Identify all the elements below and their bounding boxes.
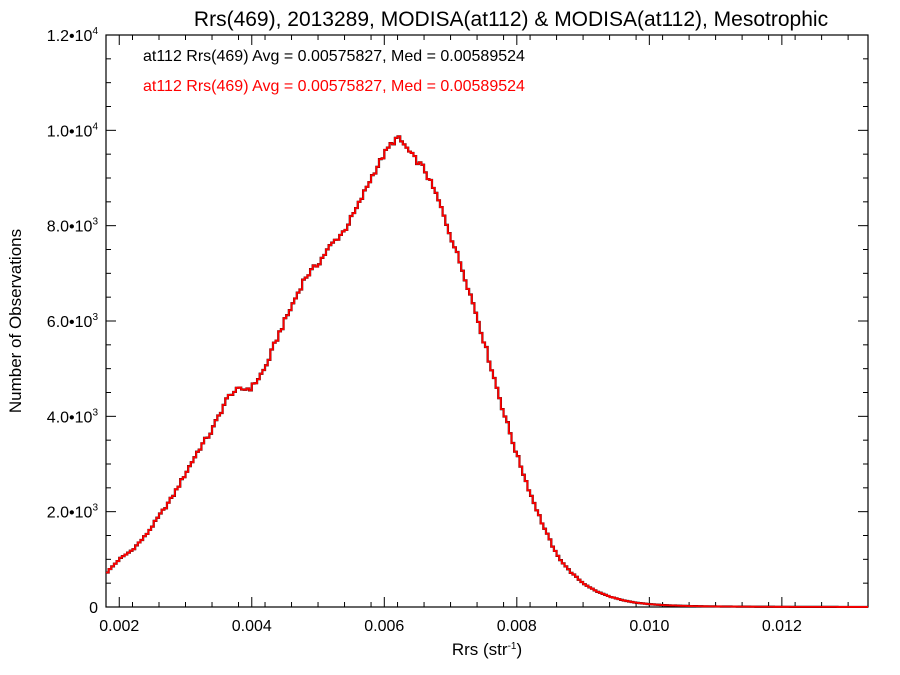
y-tick-label: 2.0•103	[47, 503, 99, 522]
series-black-histogram	[106, 135, 868, 609]
x-tick-label: 0.006	[364, 618, 404, 635]
x-tick-label: 0.012	[762, 618, 802, 635]
y-tick-label: 1.0•104	[47, 121, 99, 140]
y-tick-label: 1.2•104	[47, 26, 99, 45]
y-tick-label: 8.0•103	[47, 217, 99, 236]
legend-entry-black: at112 Rrs(469) Avg = 0.00575827, Med = 0…	[143, 48, 525, 65]
series-red-histogram	[106, 135, 868, 608]
y-tick-label: 4.0•103	[47, 407, 99, 426]
chart-title: Rrs(469), 2013289, MODISA(at112) & MODIS…	[194, 8, 828, 31]
x-tick-label: 0.004	[232, 618, 272, 635]
x-tick-label: 0.002	[99, 618, 139, 635]
x-tick-label: 0.010	[629, 618, 669, 635]
x-axis: 0.002 0.004 0.006 0.008 0.010 0.012	[99, 35, 849, 635]
plot-frame	[105, 34, 869, 608]
series-layer	[106, 135, 868, 609]
legend-entry-red: at112 Rrs(469) Avg = 0.00575827, Med = 0…	[143, 78, 525, 95]
x-tick-label: 0.008	[497, 618, 537, 635]
y-axis-label: Number of Observations	[6, 229, 25, 413]
y-axis: 0 2.0•103 4.0•103 6.0•103 8.0•103 1.0•104 1.2•…	[47, 26, 868, 617]
y-tick-label: 6.0•103	[47, 312, 99, 331]
y-tick-label: 0	[89, 600, 98, 617]
x-axis-label: Rrs (str-1)	[452, 640, 522, 659]
